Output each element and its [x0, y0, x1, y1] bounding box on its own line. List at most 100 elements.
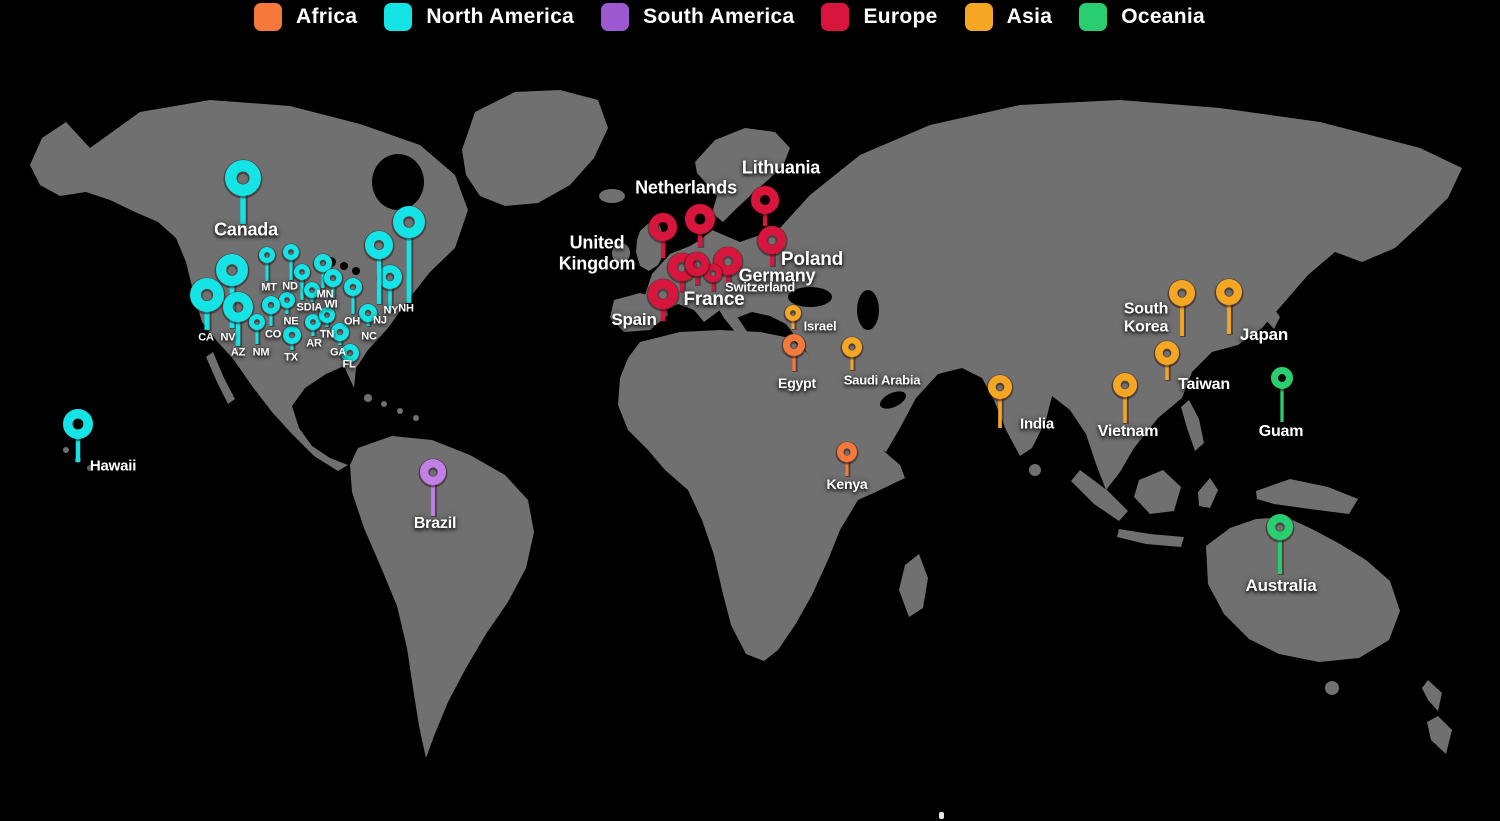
- pin-ring: [648, 212, 677, 241]
- pin-brazil[interactable]: [418, 458, 448, 517]
- pin-taiwan[interactable]: [1153, 340, 1181, 381]
- pin-state-tn[interactable]: [317, 306, 337, 328]
- pin-ring: [704, 264, 723, 283]
- pin-ring: [988, 374, 1013, 399]
- pin-state-az[interactable]: [221, 291, 255, 347]
- legend: Africa North America South America Europe As…: [254, 3, 1205, 31]
- pin-ring: [314, 254, 333, 273]
- pin-ring: [365, 230, 394, 259]
- legend-item-asia: Asia: [964, 3, 1053, 31]
- legend-swatch: [1079, 3, 1108, 31]
- pin-state-wi[interactable]: [322, 268, 344, 299]
- pin-state-nj[interactable]: [376, 264, 404, 313]
- pin-ring: [842, 337, 863, 358]
- pin-ring: [293, 263, 310, 280]
- continent-oceania: [1206, 517, 1452, 754]
- pin-ring: [420, 459, 447, 486]
- pin-ring: [1267, 513, 1294, 540]
- legend-label: Africa: [296, 5, 358, 28]
- continent-southeast-asia-islands: [1071, 400, 1358, 547]
- pin-state-fl[interactable]: [339, 343, 361, 365]
- pin-state-oh[interactable]: [342, 277, 364, 315]
- pin-ring: [63, 408, 94, 439]
- pin-state-tx[interactable]: [281, 325, 303, 351]
- pin-united-kingdom[interactable]: [647, 212, 679, 259]
- pin-germany[interactable]: [712, 246, 744, 285]
- pin-state-nc[interactable]: [357, 303, 379, 327]
- continent-north-america: [30, 90, 625, 471]
- pin-japan[interactable]: [1214, 278, 1244, 335]
- pin-ring: [303, 281, 320, 298]
- pin-state-mn[interactable]: [312, 253, 334, 289]
- pin-netherlands[interactable]: [683, 203, 717, 248]
- pin-saudi-arabia[interactable]: [840, 336, 864, 371]
- pin-state-nd[interactable]: [281, 243, 301, 281]
- pin-poland[interactable]: [756, 225, 788, 267]
- continent-africa: [618, 330, 928, 661]
- pin-australia[interactable]: [1265, 513, 1295, 575]
- pin-ring: [647, 278, 678, 309]
- pin-south-korea[interactable]: [1167, 279, 1197, 337]
- pin-state-ia[interactable]: [302, 281, 322, 303]
- pin-ring: [1154, 340, 1179, 365]
- legend-swatch: [601, 3, 630, 31]
- pin-ring: [837, 442, 858, 463]
- pin-state-nh[interactable]: [391, 205, 427, 304]
- pin-state-ar[interactable]: [303, 313, 323, 337]
- pin-ring: [750, 185, 779, 214]
- pin-ring: [341, 344, 360, 363]
- pin-state-sd[interactable]: [292, 263, 312, 301]
- pin-kenya[interactable]: [835, 441, 859, 477]
- legend-item-oceania: Oceania: [1079, 3, 1205, 31]
- pin-lithuania[interactable]: [749, 185, 781, 227]
- pin-france-2[interactable]: [683, 251, 711, 286]
- pin-ring: [783, 333, 806, 356]
- pin-israel[interactable]: [783, 304, 803, 330]
- pin-ring: [224, 159, 261, 196]
- legend-label: Asia: [1006, 5, 1053, 28]
- pin-state-ne[interactable]: [277, 291, 297, 315]
- continent-south-america: [350, 436, 534, 758]
- pin-state-nm[interactable]: [247, 313, 267, 345]
- pin-ring: [1216, 279, 1243, 306]
- pin-vietnam[interactable]: [1111, 372, 1139, 424]
- legend-label: Oceania: [1121, 5, 1206, 28]
- pin-switzerland[interactable]: [702, 263, 724, 292]
- legend-item-europe: Europe: [821, 3, 937, 31]
- legend-label: Europe: [863, 5, 938, 28]
- pin-ring: [282, 243, 299, 260]
- pin-ring: [304, 313, 321, 330]
- pin-guam[interactable]: [1269, 366, 1295, 423]
- pin-ring: [223, 291, 254, 322]
- pin-ring: [392, 205, 425, 238]
- pin-hawaii[interactable]: [61, 408, 95, 463]
- legend-swatch: [254, 3, 282, 31]
- pin-state-ny[interactable]: [363, 230, 395, 305]
- pin-state-co[interactable]: [260, 295, 282, 327]
- pin-ring: [713, 246, 742, 275]
- legend-swatch: [821, 3, 850, 31]
- stray-dot: [939, 812, 944, 819]
- legend-item-africa: Africa: [254, 3, 357, 31]
- pin-ring: [258, 246, 275, 263]
- pin-ring: [248, 313, 265, 330]
- pin-ring: [1112, 372, 1137, 397]
- pin-state-mt[interactable]: [257, 246, 277, 282]
- pin-india[interactable]: [986, 374, 1014, 429]
- pin-ring: [1169, 280, 1196, 307]
- pin-state-ca[interactable]: [188, 277, 226, 331]
- pin-ring: [377, 264, 402, 289]
- pin-ring: [318, 306, 335, 323]
- pin-state-ga[interactable]: [329, 322, 351, 346]
- pin-egypt[interactable]: [781, 333, 807, 372]
- pin-ring: [757, 225, 786, 254]
- pin-ring: [1271, 366, 1294, 389]
- pin-canada[interactable]: [223, 159, 263, 225]
- pin-ring: [684, 204, 715, 235]
- pin-spain[interactable]: [646, 278, 680, 322]
- legend-item-north-america: North America: [384, 3, 574, 31]
- pin-ring: [262, 296, 281, 315]
- pin-ring: [283, 326, 302, 345]
